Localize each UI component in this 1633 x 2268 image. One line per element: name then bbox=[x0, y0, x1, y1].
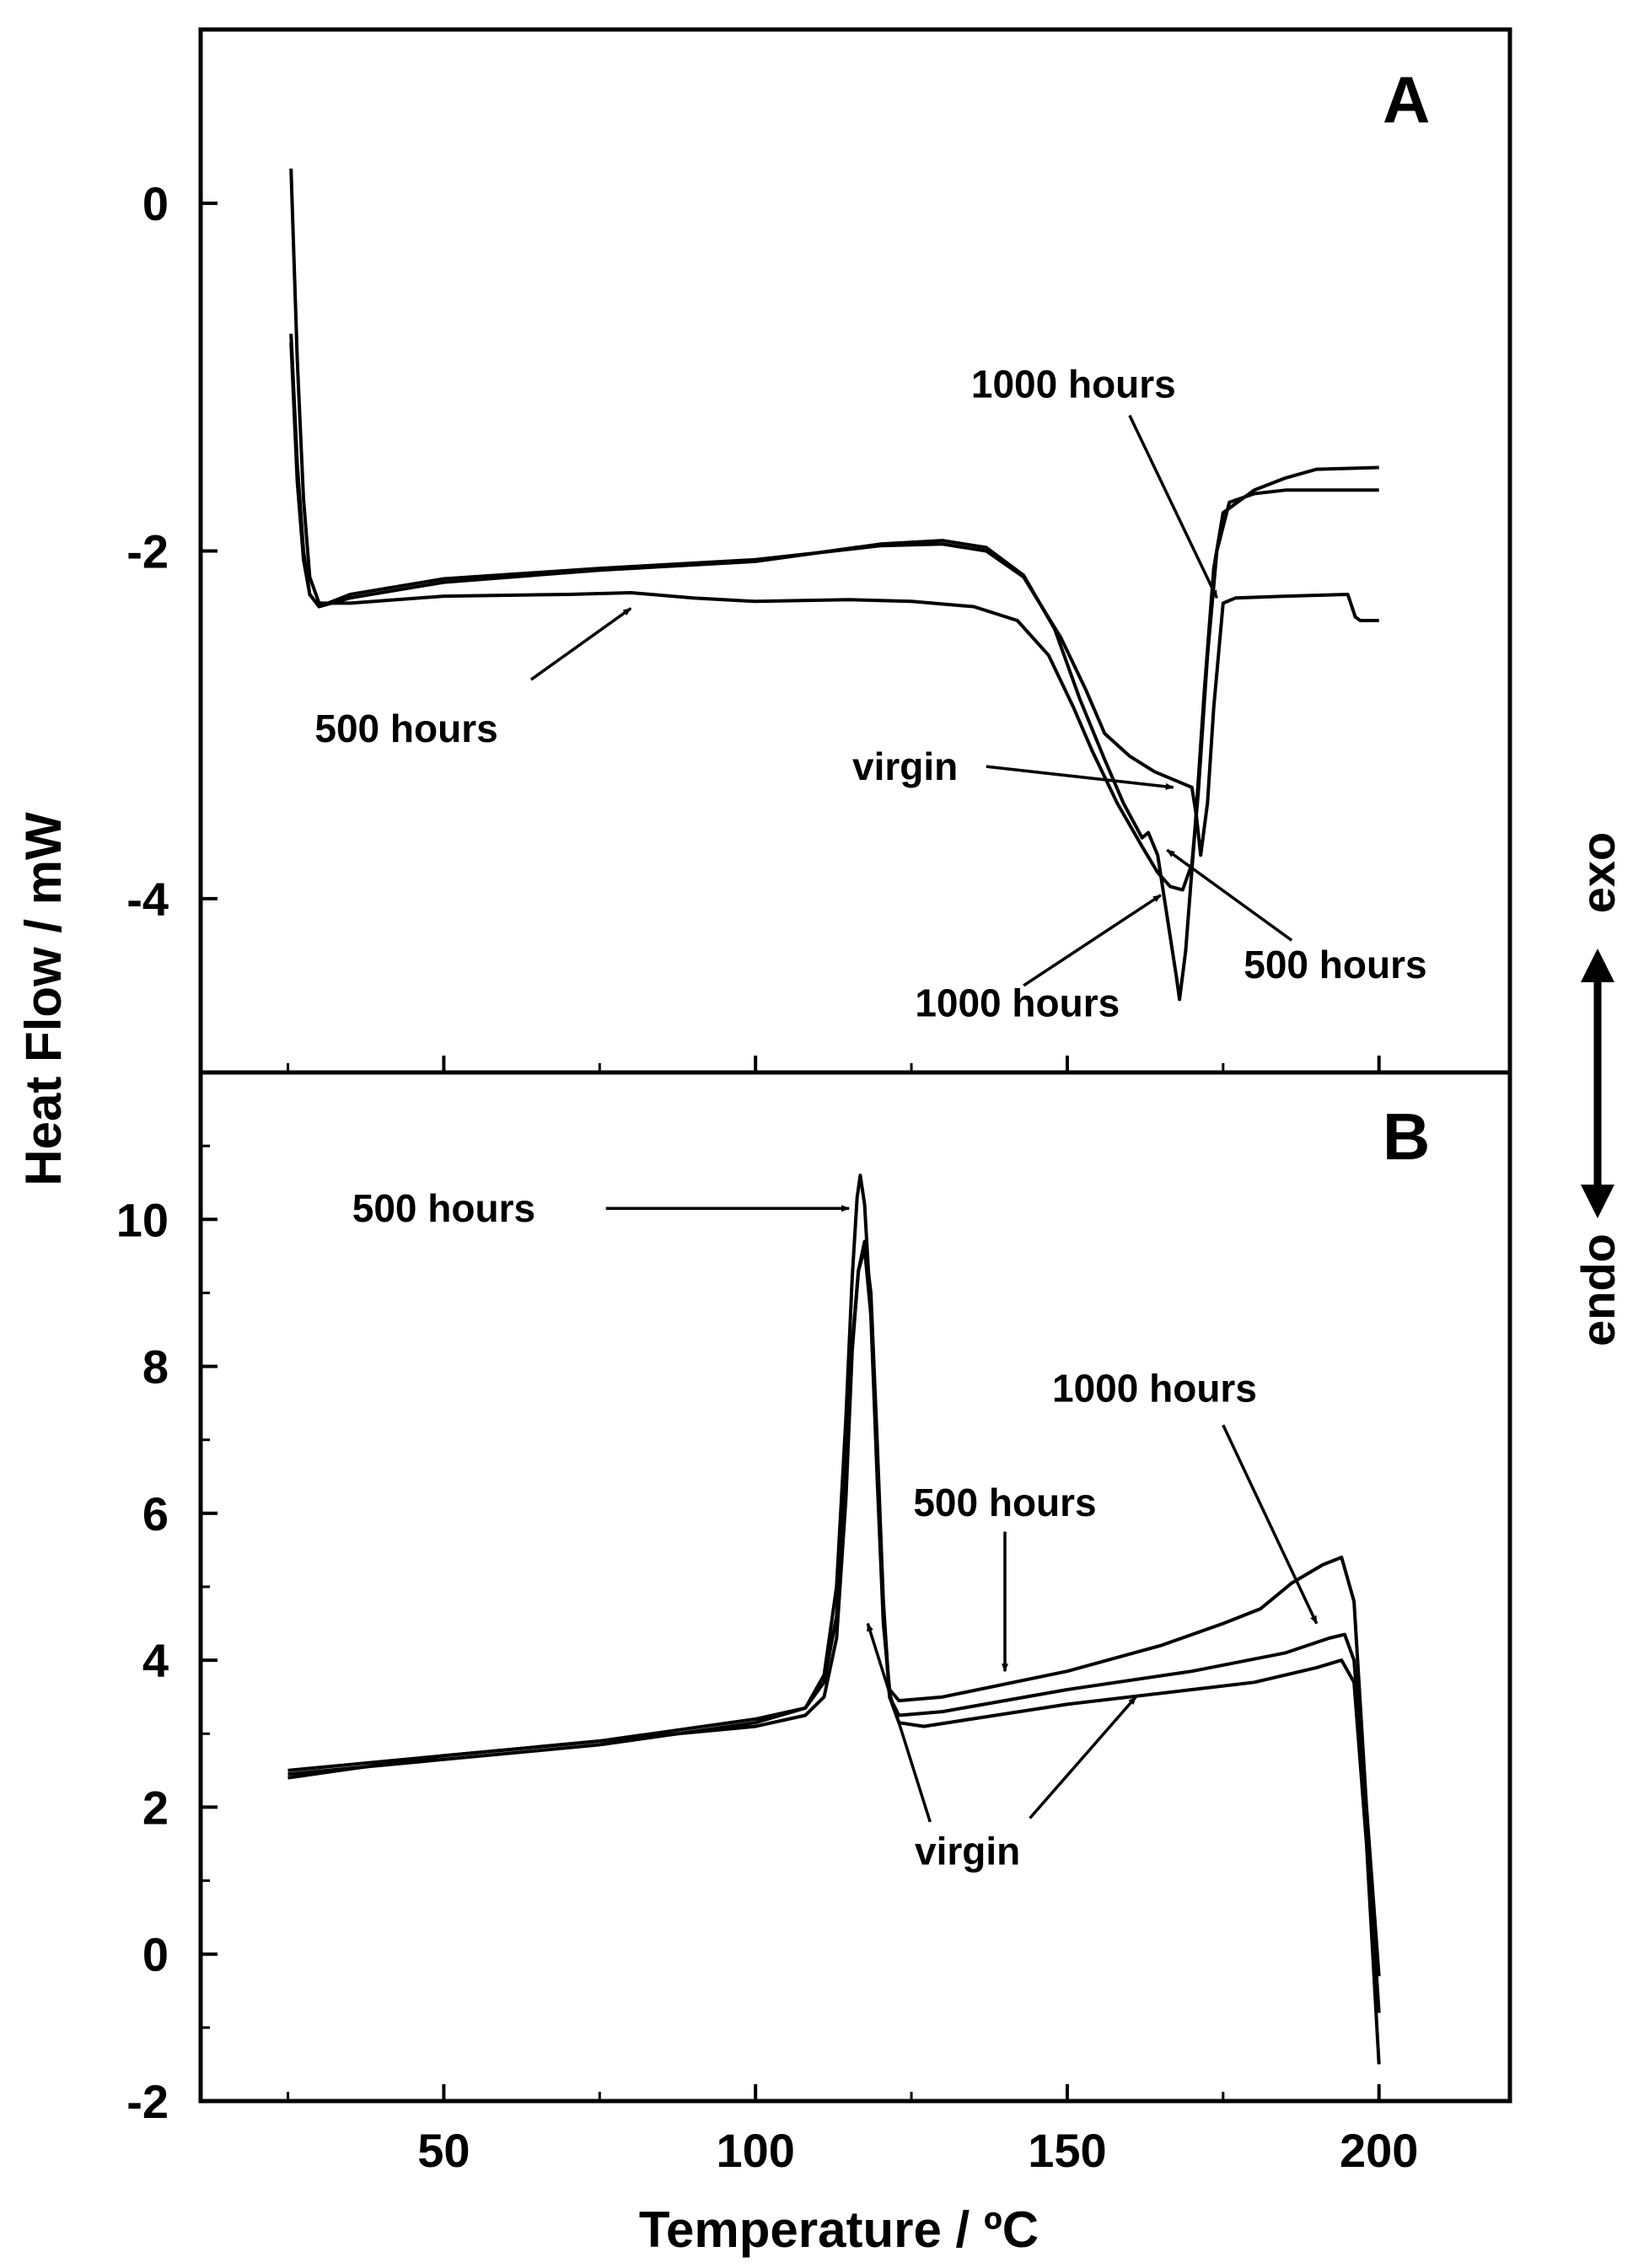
panel-b-annotations: 500 hours 500 hours 1000 hours virgin bbox=[352, 1186, 1319, 1873]
panel-a-annotation-arrow bbox=[1023, 894, 1162, 987]
panel-a-annotation-virgin: virgin bbox=[852, 744, 958, 788]
panel-b-x-tick-label: 200 bbox=[1340, 2124, 1418, 2177]
panel-a-series-1000-hours bbox=[289, 333, 1379, 1002]
panel-b-x-tick-label: 50 bbox=[417, 2124, 470, 2177]
panel-b-annotation-virgin: virgin bbox=[915, 1830, 1020, 1873]
panel-b-ticks: 10 8 6 4 2 0 -2 50 100 150 200 bbox=[116, 1144, 1418, 2177]
panel-a-y-tick-label: -2 bbox=[126, 525, 169, 578]
exo-endo-indicator: exo endo bbox=[1571, 832, 1625, 1346]
panel-b-series-virgin bbox=[287, 1239, 1381, 2065]
panel-a-y-tick-label: 0 bbox=[142, 177, 169, 230]
panel-a-annotation-arrow bbox=[1166, 848, 1293, 942]
panel-a-annotation-1000-hours: 1000 hours bbox=[915, 981, 1120, 1025]
panel-a-annotation-arrow bbox=[986, 765, 1174, 790]
panel-b-y-tick-label: -2 bbox=[126, 2075, 169, 2128]
panel-a-annotation-500-hours: 500 hours bbox=[1244, 943, 1426, 986]
panel-a-series bbox=[289, 168, 1379, 1002]
panel-a-annotations: 1000 hours 500 hours virgin 500 hours 1000 h… bbox=[314, 363, 1426, 1025]
panel-b-annotation-1000-hours: 1000 hours bbox=[1052, 1367, 1257, 1411]
panel-a-y-tick-label: -4 bbox=[126, 873, 169, 926]
panel-b-y-tick-label: 0 bbox=[142, 1928, 169, 1981]
panel-b-series-500-hours bbox=[287, 1174, 1381, 1977]
panel-a-frame bbox=[198, 27, 1512, 1075]
panel-a-ticks: 0 -2 -4 bbox=[126, 177, 1381, 1072]
panel-b-annotation-500-hours: 500 hours bbox=[913, 1481, 1096, 1524]
exo-label: exo bbox=[1571, 832, 1625, 914]
panel-a-annotation-500-hours: 500 hours bbox=[314, 707, 497, 750]
panel-b-annotation-arrow bbox=[866, 1622, 932, 1823]
panel-b-annotation-500-hours: 500 hours bbox=[352, 1186, 535, 1230]
x-axis-title: Temperature / ºC bbox=[639, 2201, 1039, 2258]
panel-b-x-tick-label: 150 bbox=[1028, 2124, 1106, 2177]
panel-b-y-tick-label: 2 bbox=[142, 1781, 169, 1834]
panel-a-series-500-hours bbox=[289, 168, 1379, 892]
exo-arrowhead bbox=[1581, 949, 1614, 982]
panel-b-annotation-arrow bbox=[1029, 1696, 1137, 1819]
panel-b-series-1000-hours bbox=[287, 1247, 1381, 2013]
panel-b-annotation-arrow bbox=[1222, 1424, 1319, 1625]
endo-label: endo bbox=[1571, 1233, 1625, 1346]
panel-b-y-tick-label: 4 bbox=[142, 1634, 169, 1687]
panel-b-y-tick-label: 10 bbox=[116, 1193, 169, 1246]
y-axis-title: Heat Flow / mW bbox=[15, 812, 72, 1186]
panel-a-annotation-arrow bbox=[529, 607, 632, 681]
panel-a-letter: A bbox=[1383, 62, 1430, 137]
panel-a-annotation-arrow bbox=[1128, 414, 1219, 599]
panel-b-x-tick-label: 100 bbox=[716, 2124, 794, 2177]
panel-b-y-tick-label: 8 bbox=[142, 1341, 169, 1394]
panel-a-series-virgin bbox=[289, 342, 1379, 857]
panel-b-letter: B bbox=[1383, 1099, 1430, 1174]
panel-a-annotation-1000-hours: 1000 hours bbox=[971, 363, 1176, 406]
panel-b-series bbox=[287, 1174, 1381, 2065]
panel-b-y-tick-label: 6 bbox=[142, 1487, 169, 1540]
endo-arrowhead bbox=[1581, 1185, 1614, 1218]
